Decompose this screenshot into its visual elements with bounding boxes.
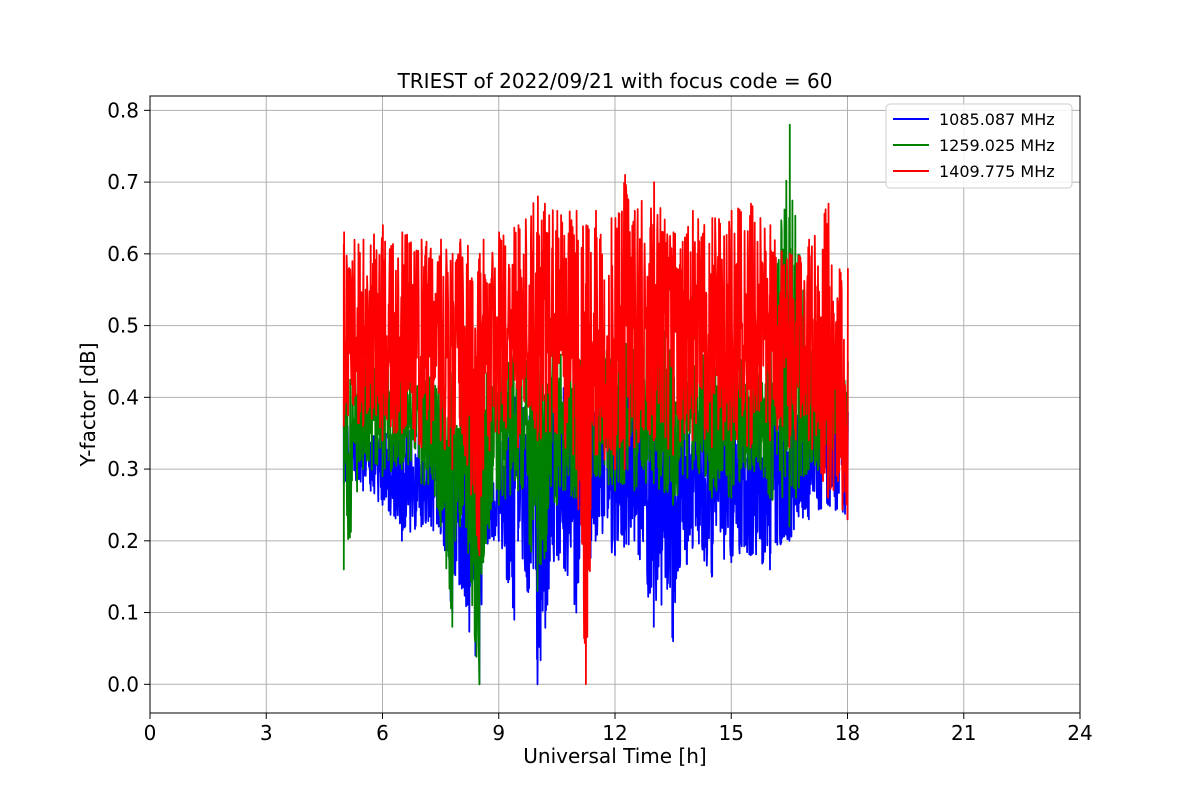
- y-tick-label: 0.7: [107, 170, 139, 194]
- x-tick-label: 9: [492, 721, 505, 745]
- series-line-3: [342, 174, 849, 686]
- legend-label-2: 1259.025 MHz: [939, 136, 1055, 155]
- x-tick-label: 21: [951, 721, 976, 745]
- chart-title: TRIEST of 2022/09/21 with focus code = 6…: [397, 69, 833, 93]
- tick-layer: 0 3 6 9 12 15 18 21 24 0.0 0.1 0.2 0.3 0.4 0.5 0.6 0.7 0.…: [107, 98, 1093, 745]
- y-tick-label: 0.0: [107, 672, 139, 696]
- y-tick-label: 0.4: [107, 385, 139, 409]
- x-tick-label: 6: [376, 721, 389, 745]
- x-tick-label: 15: [719, 721, 744, 745]
- x-tick-label: 18: [835, 721, 860, 745]
- y-tick-label: 0.2: [107, 529, 139, 553]
- y-tick-label: 0.1: [107, 601, 139, 625]
- y-axis-label: Y-factor [dB]: [76, 342, 100, 467]
- series-layer: [342, 123, 849, 686]
- x-tick-label: 24: [1067, 721, 1092, 745]
- legend: 1085.087 MHz 1259.025 MHz 1409.775 MHz: [885, 103, 1073, 189]
- x-tick-label: 3: [260, 721, 273, 745]
- x-tick-label: 12: [602, 721, 627, 745]
- y-tick-label: 0.6: [107, 242, 139, 266]
- y-tick-label: 0.3: [107, 457, 139, 481]
- legend-box: [885, 103, 1073, 189]
- y-tick-label: 0.5: [107, 314, 139, 338]
- x-tick-label: 0: [144, 721, 157, 745]
- y-tick-label: 0.8: [107, 98, 139, 122]
- legend-label-1: 1085.087 MHz: [939, 110, 1055, 129]
- legend-label-3: 1409.775 MHz: [939, 162, 1055, 181]
- x-axis-label: Universal Time [h]: [523, 744, 706, 768]
